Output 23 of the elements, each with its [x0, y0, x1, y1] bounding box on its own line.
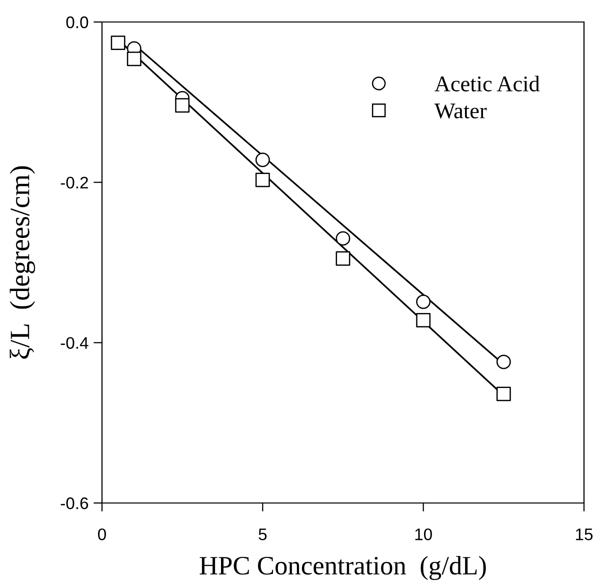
point [496, 354, 511, 370]
x-tick-label: 5 [258, 528, 267, 540]
point [496, 386, 511, 402]
x-tick-label: 15 [576, 528, 593, 540]
point [126, 52, 142, 66]
point [255, 152, 270, 168]
point [110, 36, 126, 50]
point [175, 98, 190, 113]
y-tick-label: 0.0 [66, 16, 88, 28]
y-tick-label: -0.2 [60, 176, 88, 189]
y-tick-label: -0.6 [60, 497, 88, 510]
x-axis-title: HPC Concentration (g/dL) [200, 556, 486, 580]
legend-label: Water [434, 104, 487, 119]
point [416, 294, 431, 309]
y-tick-label: -0.4 [60, 337, 88, 349]
point [255, 172, 270, 188]
point [416, 313, 431, 328]
legend-label: Acetic Acid [434, 76, 540, 92]
x-tick-label: 10 [415, 528, 432, 540]
x-tick-label: 0 [98, 528, 106, 540]
point [336, 231, 350, 246]
point [336, 251, 350, 266]
y-axis-title: ξ/L (degrees/cm) [10, 166, 36, 359]
